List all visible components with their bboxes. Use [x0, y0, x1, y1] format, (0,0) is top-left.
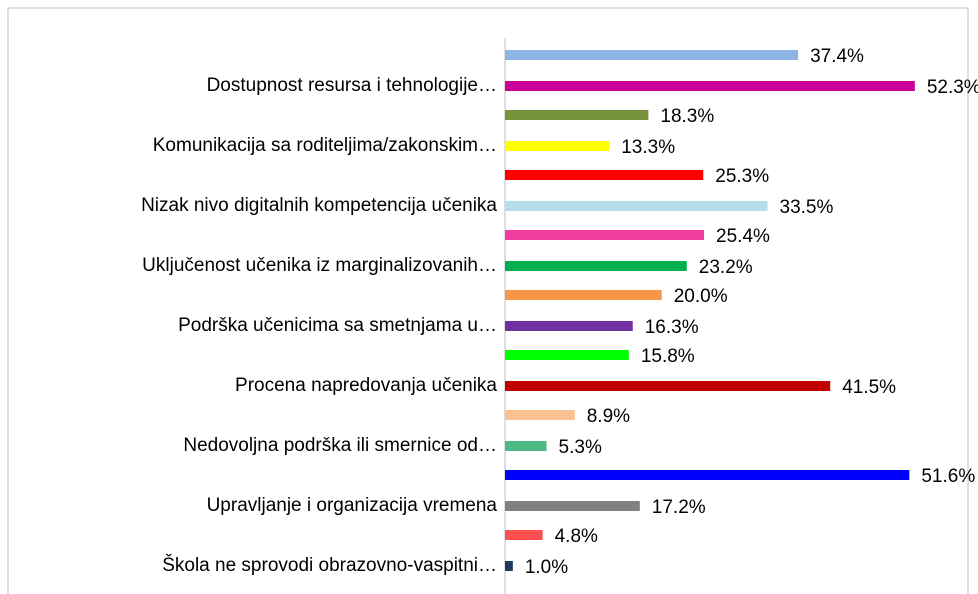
category-label: Dostupnost resursa i tehnologije…	[207, 75, 497, 96]
category-label: Podrška učenicima sa smetnjama u…	[178, 315, 497, 336]
value-label: 41.5%	[842, 377, 896, 398]
value-label: 16.3%	[645, 317, 699, 338]
category-label: Upravljanje i organizacija vremena	[207, 495, 498, 516]
value-label: 5.3%	[559, 437, 602, 458]
bar	[505, 201, 768, 211]
category-label: Nedovoljna podrška ili smernice od…	[183, 435, 497, 456]
bar	[505, 501, 640, 511]
bar	[505, 290, 662, 300]
value-label: 18.3%	[660, 106, 714, 127]
value-label: 8.9%	[587, 406, 630, 427]
bar	[505, 350, 629, 360]
category-label: Nizak nivo digitalnih kompetencija učeni…	[141, 195, 497, 216]
bar	[505, 441, 547, 451]
value-label: 20.0%	[674, 286, 728, 307]
value-label: 23.2%	[699, 257, 753, 278]
bar	[505, 261, 687, 271]
bar	[505, 381, 831, 391]
category-label: Komunikacija sa roditeljima/zakonskim…	[153, 135, 497, 156]
value-label: 25.3%	[715, 166, 769, 187]
bar	[505, 470, 910, 480]
value-label: 25.4%	[716, 226, 770, 247]
value-label: 17.2%	[652, 497, 706, 518]
bar	[505, 50, 799, 60]
bar	[505, 141, 610, 151]
category-label: Škola ne sprovodi obrazovno-vaspitni…	[162, 554, 497, 576]
category-label: Procena napredovanja učenika	[235, 375, 497, 396]
bar	[505, 110, 649, 120]
chart-border	[7, 7, 969, 594]
bar	[505, 530, 543, 540]
value-label: 37.4%	[810, 46, 864, 67]
category-label: Uključenost učenika iz marginalizovanih…	[142, 255, 497, 276]
value-label: 33.5%	[780, 197, 834, 218]
value-label: 15.8%	[641, 346, 695, 367]
value-label: 1.0%	[525, 557, 568, 578]
value-label: 4.8%	[555, 526, 598, 547]
value-label: 13.3%	[621, 137, 675, 158]
bar	[505, 170, 704, 180]
bar	[505, 410, 575, 420]
value-label: 52.3%	[927, 77, 978, 98]
bar	[505, 230, 705, 240]
value-label: 51.6%	[921, 466, 975, 487]
bar	[505, 321, 633, 331]
bar	[505, 81, 915, 91]
bar	[505, 561, 513, 571]
